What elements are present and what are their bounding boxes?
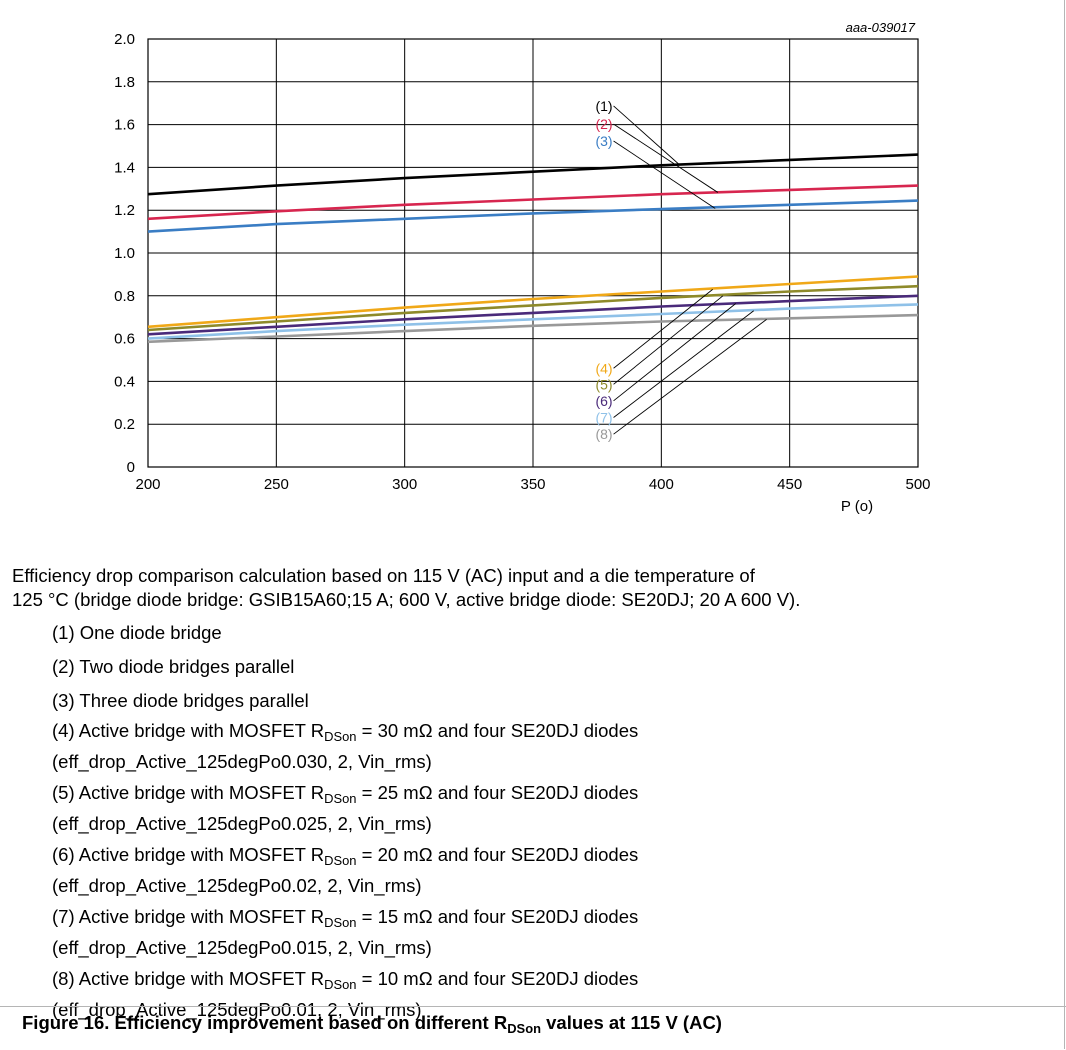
note-4-prefix: Active bridge with MOSFET R	[78, 720, 325, 741]
note-5-prefix: Active bridge with MOSFET R	[78, 782, 325, 803]
y-tick-label: 0.8	[114, 288, 135, 305]
leader-line-4	[613, 289, 713, 369]
note-6-suffix: and four SE20DJ diodes	[437, 844, 639, 865]
tick-labels: 200 250 300 350 400 450 500 0 0.2 0.4 0.6 0.8 1.0 1.2…	[114, 31, 930, 493]
note-6: (6) Active bridge with MOSFET RDSon = 20…	[52, 842, 1057, 874]
figure-caption: Figure 16. Efficiency improvement based …	[22, 1012, 722, 1036]
note-7-suffix: and four SE20DJ diodes	[437, 906, 639, 927]
description-line-2: 125 °C (bridge diode bridge: GSIB15A60;1…	[12, 589, 801, 610]
series-line-2	[147, 184, 919, 221]
x-tick-label: 300	[392, 476, 417, 493]
note-5-number: (5)	[52, 782, 75, 803]
note-8-prefix: Active bridge with MOSFET R	[78, 968, 325, 989]
series-label-8: (8)	[595, 426, 612, 442]
note-7-reference: (eff_drop_Active_125degPo0.015, 2, Vin_r…	[52, 937, 432, 958]
note-6-value: = 20 mΩ	[361, 844, 433, 865]
note-2: (2) Two diode bridges parallel	[52, 656, 295, 677]
series-line-7	[147, 303, 919, 340]
y-tick-label: 0.2	[114, 416, 135, 433]
y-tick-label: 0.6	[114, 331, 135, 348]
note-5-reference: (eff_drop_Active_125degPo0.025, 2, Vin_r…	[52, 813, 432, 834]
x-tick-label: 450	[777, 476, 802, 493]
efficiency-chart: 200 250 300 350 400 450 500 0 0.2 0.4 0.6 0.8 1.0 1.2…	[114, 20, 930, 515]
note-8-subscript: DSon	[324, 977, 357, 992]
note-8: (8) Active bridge with MOSFET RDSon = 10…	[52, 966, 1057, 998]
note-7-number: (7)	[52, 906, 75, 927]
y-tick-label: 0.4	[114, 373, 135, 390]
grid-lines	[148, 39, 918, 467]
y-tick-label: 0	[127, 459, 135, 476]
series-label-5: (5)	[595, 376, 612, 392]
x-tick-label: 250	[264, 476, 289, 493]
series-label-4: (4)	[595, 360, 612, 376]
series-line-8	[147, 313, 919, 344]
series-line-1	[147, 153, 919, 196]
leader-line-2	[613, 123, 719, 193]
note-8-value: = 10 mΩ	[361, 968, 433, 989]
x-tick-label: 400	[649, 476, 674, 493]
note-5-suffix: and four SE20DJ diodes	[437, 782, 639, 803]
caption-prefix: Figure 16. Efficiency improvement based …	[22, 1012, 508, 1033]
note-4-value: = 30 mΩ	[361, 720, 433, 741]
caption-suffix: values at 115 V (AC)	[541, 1012, 722, 1033]
note-4: (4) Active bridge with MOSFET RDSon = 30…	[52, 718, 1057, 750]
series-label-2: (2)	[595, 116, 612, 132]
x-tick-label: 350	[520, 476, 545, 493]
y-tick-label: 1.0	[114, 245, 135, 262]
note-8-reference: (eff_drop_Active_125degPo0.01, 2, Vin_rm…	[52, 999, 422, 1020]
leader-line-5	[613, 295, 724, 385]
leader-line-7	[613, 310, 755, 418]
note-6-reference: (eff_drop_Active_125degPo0.02, 2, Vin_rm…	[52, 875, 422, 896]
caption-subscript: DSon	[507, 1021, 541, 1036]
note-7-value: = 15 mΩ	[361, 906, 433, 927]
series-label-3: (3)	[595, 133, 612, 149]
figure-id: aaa-039017	[846, 20, 916, 35]
figure-notes: Efficiency drop comparison calculation b…	[12, 564, 1057, 1028]
leader-lines	[613, 105, 767, 435]
y-tick-label: 1.2	[114, 202, 135, 219]
y-tick-label: 1.6	[114, 117, 135, 134]
note-8-suffix: and four SE20DJ diodes	[437, 968, 639, 989]
y-tick-label: 1.4	[114, 159, 135, 176]
note-5: (5) Active bridge with MOSFET RDSon = 25…	[52, 780, 1057, 812]
x-tick-label: 500	[905, 476, 930, 493]
description-line-1: Efficiency drop comparison calculation b…	[12, 565, 755, 586]
note-5-subscript: DSon	[324, 791, 357, 806]
note-7-prefix: Active bridge with MOSFET R	[78, 906, 325, 927]
series-label-1: (1)	[595, 98, 612, 114]
leader-line-8	[613, 318, 767, 435]
leader-line-6	[613, 303, 737, 402]
notes-list: (1) One diode bridge (2) Two diode bridg…	[52, 616, 1057, 1028]
note-6-prefix: Active bridge with MOSFET R	[78, 844, 325, 865]
note-4-subscript: DSon	[324, 729, 357, 744]
x-axis-label: P (o)	[841, 498, 873, 515]
series-labels: (1) (2)(3) (4)(5)(6)(7)(8)	[595, 98, 612, 442]
series-line-5	[147, 284, 919, 332]
note-4-number: (4)	[52, 720, 75, 741]
series-lines	[147, 153, 919, 344]
figure-description: Efficiency drop comparison calculation b…	[12, 564, 1057, 612]
series-label-6: (6)	[595, 393, 612, 409]
series-line-6	[147, 294, 919, 336]
note-7-subscript: DSon	[324, 915, 357, 930]
y-tick-label: 1.8	[114, 74, 135, 91]
series-line-4	[147, 275, 919, 329]
leader-line-1	[613, 105, 680, 165]
note-4-suffix: and four SE20DJ diodes	[437, 720, 639, 741]
series-label-7: (7)	[595, 409, 612, 425]
note-4-reference: (eff_drop_Active_125degPo0.030, 2, Vin_r…	[52, 751, 432, 772]
note-5-value: = 25 mΩ	[361, 782, 433, 803]
note-8-number: (8)	[52, 968, 75, 989]
y-tick-label: 2.0	[114, 31, 135, 48]
note-1: (1) One diode bridge	[52, 622, 222, 643]
x-tick-label: 200	[135, 476, 160, 493]
note-7: (7) Active bridge with MOSFET RDSon = 15…	[52, 904, 1057, 936]
note-6-subscript: DSon	[324, 853, 357, 868]
note-6-number: (6)	[52, 844, 75, 865]
caption-divider	[0, 1006, 1066, 1007]
leader-line-3	[613, 140, 716, 209]
note-3: (3) Three diode bridges parallel	[52, 690, 309, 711]
series-line-3	[147, 199, 919, 233]
